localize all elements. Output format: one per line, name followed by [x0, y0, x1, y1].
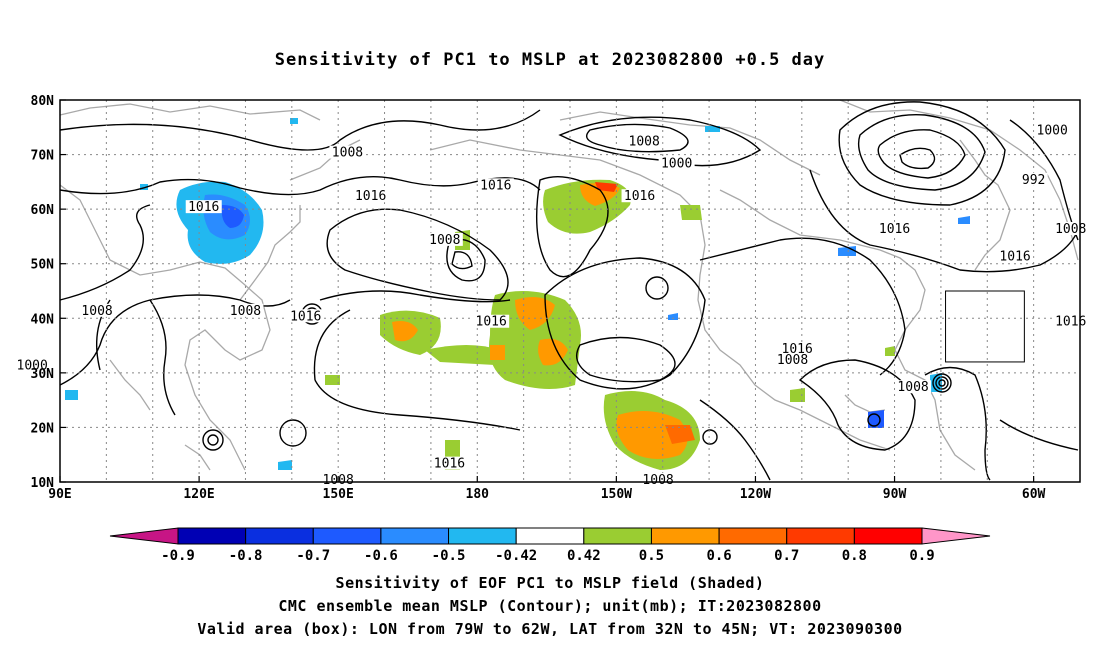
contour-label-bg	[621, 189, 658, 203]
colorbar-tick-label: 0.42	[567, 548, 601, 564]
colorbar-segment	[515, 527, 585, 545]
contour-label: 1008	[332, 146, 363, 161]
lon-tick-label: 90W	[883, 487, 907, 502]
colorbar-segment	[312, 527, 382, 545]
colorbar-tick-label: -0.9	[161, 548, 195, 564]
colorbar-segment	[177, 527, 247, 545]
colorbar-segment	[718, 527, 788, 545]
lat-tick-label: 10N	[31, 476, 55, 491]
lon-tick-label: 150W	[601, 487, 632, 502]
contour-label-bg	[185, 200, 222, 214]
contour-label-bg	[997, 249, 1034, 263]
lat-tick-label: 80N	[31, 94, 55, 109]
colorbar-tick-label: 0.6	[706, 548, 731, 564]
colorbar-segment	[448, 527, 517, 545]
contour-label: 1016	[434, 457, 465, 472]
lat-tick-label: 60N	[31, 203, 55, 218]
contour-label: 1016	[290, 309, 321, 324]
lon-tick-label: 180	[466, 487, 490, 502]
contour-label-bg	[895, 380, 932, 394]
contour-label-bg	[14, 358, 51, 372]
colorbar-tick-label: 0.7	[774, 548, 799, 564]
contour-label-bg	[774, 352, 811, 366]
contour-label: 1008	[230, 304, 261, 319]
map-panel: 1008100810001000992101610161016101610161…	[14, 94, 1089, 502]
contour-label: 1016	[879, 222, 910, 237]
figure-title: Sensitivity of PC1 to MSLP at 2023082800…	[274, 50, 826, 70]
contour-label: 1000	[661, 156, 692, 171]
colorbar-segment	[380, 527, 450, 545]
contour-label: 1016	[1055, 315, 1086, 330]
contour-label-bg	[79, 303, 116, 317]
colorbar: -0.9 -0.8 -0.7 -0.6 -0.5 -0.42 0.42 0.5 0.6 0.7 0.…	[109, 527, 991, 564]
contour-label-bg	[1034, 123, 1071, 137]
contour-label-bg	[473, 314, 510, 328]
lon-tick-label: 90E	[48, 487, 71, 502]
contour-label: 1008	[1055, 222, 1086, 237]
lon-tick-label: 60W	[1022, 487, 1046, 502]
lat-tick-label: 70N	[31, 149, 55, 164]
lon-tick-label: 120W	[740, 487, 771, 502]
lat-tick-label: 20N	[31, 421, 55, 436]
colorbar-tick-label: -0.8	[229, 548, 263, 564]
contour-label: 1000	[1037, 124, 1068, 139]
lon-tick-label: 150E	[323, 487, 354, 502]
colorbar-segment	[245, 527, 314, 545]
colorbar-tick-label: 0.8	[842, 548, 867, 564]
contour-label: 1008	[81, 304, 112, 319]
contour-label-bg	[431, 456, 468, 470]
contour-label-bg	[876, 221, 913, 235]
mslp-contours	[59, 101, 1079, 481]
contour-label: 1008	[897, 380, 928, 395]
lat-tick-label: 30N	[31, 367, 55, 382]
colorbar-tick-label: -0.5	[432, 548, 466, 564]
colorbar-tick-label: -0.7	[296, 548, 330, 564]
contour-label-bg	[658, 156, 695, 170]
contour-label-bg	[329, 145, 366, 159]
contour-label: 992	[1022, 173, 1045, 188]
sensitivity-shading	[65, 118, 970, 470]
contour-label: 1008	[777, 353, 808, 368]
contour-label-bg	[287, 309, 324, 323]
lat-tick-label: 50N	[31, 258, 55, 273]
contour-label: 1016	[624, 189, 655, 204]
contour-label: 1016	[476, 315, 507, 330]
contour-label: 1016	[480, 178, 511, 193]
colorbar-high-extend	[921, 527, 991, 545]
contour-label-bg	[477, 178, 514, 192]
contour-label-bg	[1019, 172, 1048, 186]
contour-label: 1008	[642, 473, 673, 488]
contour-label-bg	[779, 342, 816, 356]
lat-tick-label: 40N	[31, 312, 55, 327]
contour-label: 1016	[355, 189, 386, 204]
colorbar-tick-label: 0.9	[909, 548, 934, 564]
colorbar-tick-label: -0.6	[364, 548, 398, 564]
colorbar-segment	[650, 527, 720, 545]
contour-label-bg	[426, 232, 463, 246]
caption-line-1: Sensitivity of EOF PC1 to MSLP field (Sh…	[335, 574, 765, 592]
contour-label: 1008	[429, 233, 460, 248]
contour-label: 1016	[999, 249, 1030, 264]
colorbar-tick-label: -0.42	[495, 548, 537, 564]
contour-label: 1000	[17, 358, 48, 373]
caption-line-3: Valid area (box): LON from 79W to 62W, L…	[197, 620, 903, 638]
contour-label-bg	[626, 134, 663, 148]
lon-tick-label: 120E	[183, 487, 214, 502]
valid-area-box	[945, 290, 1025, 363]
colorbar-tick-label: 0.5	[639, 548, 664, 564]
colorbar-segment	[853, 527, 923, 545]
colorbar-segment	[583, 527, 652, 545]
contour-label: 1008	[629, 135, 660, 150]
contour-label-bg	[227, 303, 264, 317]
graticule	[60, 100, 1080, 482]
contour-label-bg	[352, 189, 389, 203]
caption-line-2: CMC ensemble mean MSLP (Contour); unit(m…	[278, 597, 822, 615]
contour-label: 1016	[188, 200, 219, 215]
colorbar-segment	[786, 527, 855, 545]
coastlines	[59, 99, 1079, 471]
map-frame	[59, 99, 1081, 483]
